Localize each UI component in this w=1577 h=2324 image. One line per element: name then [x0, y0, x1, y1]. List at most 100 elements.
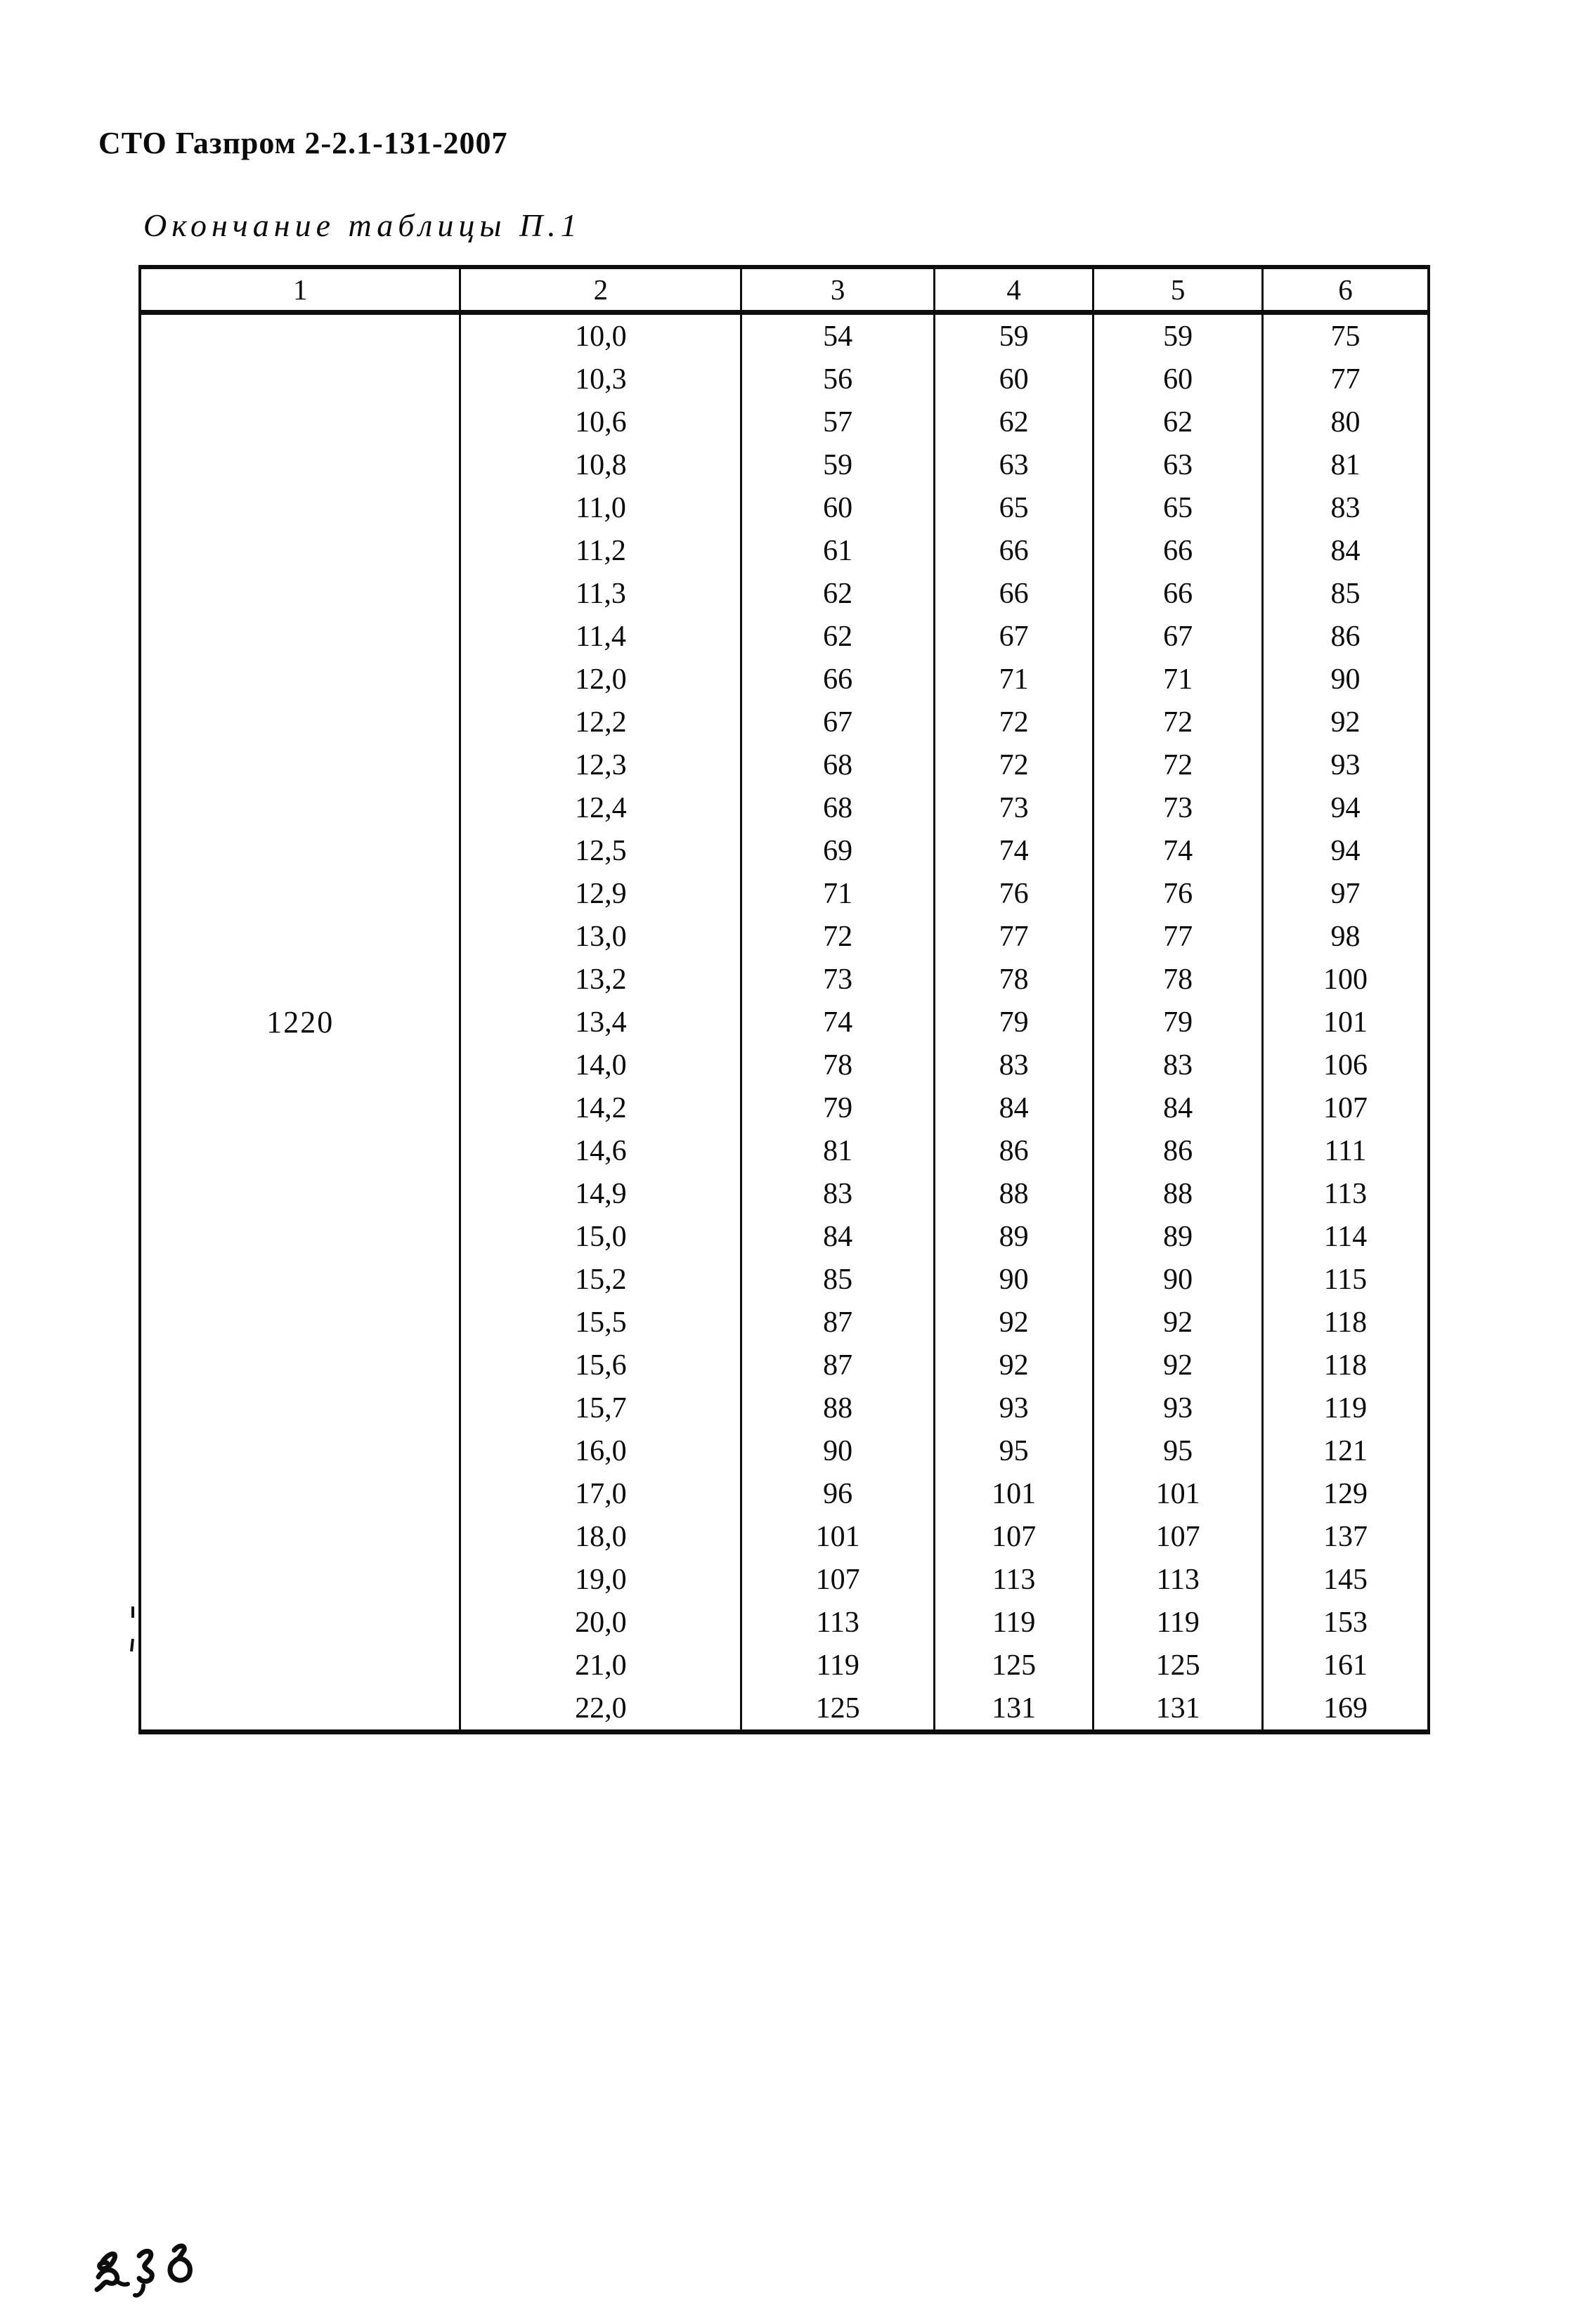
- table-row: 20,0 113 119 119 153: [140, 1601, 1430, 1644]
- table-row: 11,3 62 66 66 85: [140, 572, 1430, 615]
- table-cell: 114: [1261, 1215, 1430, 1258]
- table-cell: 98: [1261, 915, 1430, 958]
- handwritten-mark: [94, 2243, 193, 2298]
- table-row: 15,2 85 90 90 115: [140, 1258, 1430, 1301]
- table-row: 22,0 125 131 131 169: [140, 1687, 1430, 1732]
- table-body: 1220 10,0 54 59 59 75 10,3 56 60 60 77 10,6 57 62 62 80…: [138, 312, 1430, 1732]
- table-cell: 73: [1092, 786, 1264, 829]
- table-cell: 101: [1092, 1472, 1264, 1515]
- table-cell: 131: [933, 1687, 1095, 1732]
- table-cell: 71: [1092, 658, 1264, 701]
- diameter-value-cell: 1220: [138, 312, 462, 1732]
- table-cell: 83: [1261, 486, 1430, 529]
- table-row: 12,3 68 72 72 93: [140, 744, 1430, 786]
- table-cell: 78: [933, 958, 1095, 1001]
- table-cell: 95: [933, 1429, 1095, 1472]
- table-cell: 68: [740, 786, 935, 829]
- table-cell: 125: [1092, 1644, 1264, 1687]
- table-cell: 56: [740, 358, 935, 401]
- table-cell: 54: [740, 312, 935, 358]
- table-cell: 78: [740, 1044, 935, 1086]
- table-cell: 125: [933, 1644, 1095, 1687]
- table-cell: 65: [1092, 486, 1264, 529]
- table-cell: 107: [1092, 1515, 1264, 1558]
- table-cell: 92: [933, 1344, 1095, 1387]
- table-cell: 62: [933, 401, 1095, 443]
- table-cell: 16,0: [459, 1429, 743, 1472]
- table-cell: 106: [1261, 1044, 1430, 1086]
- table-cell: 84: [1092, 1086, 1264, 1129]
- table-cell: 72: [933, 701, 1095, 744]
- table-cell: 76: [1092, 872, 1264, 915]
- table-cell: 101: [740, 1515, 935, 1558]
- table-cell: 92: [1261, 701, 1430, 744]
- table-cell: 11,3: [459, 572, 743, 615]
- table-cell: 10,0: [459, 312, 743, 358]
- table-cell: 60: [933, 358, 1095, 401]
- table-row: 11,0 60 65 65 83: [140, 486, 1430, 529]
- column-header: 1: [138, 267, 462, 315]
- table-cell: 86: [1092, 1129, 1264, 1172]
- table-cell: 75: [1261, 312, 1430, 358]
- table-cell: 92: [1092, 1301, 1264, 1344]
- table-cell: 81: [1261, 443, 1430, 486]
- table-row: 12,0 66 71 71 90: [140, 658, 1430, 701]
- table-cell: 14,2: [459, 1086, 743, 1129]
- table-cell: 80: [1261, 401, 1430, 443]
- scan-speck: [130, 1638, 134, 1652]
- scan-speck: [131, 1606, 134, 1618]
- table-cell: 101: [933, 1472, 1095, 1515]
- table-cell: 61: [740, 529, 935, 572]
- table-row: 13,0 72 77 77 98: [140, 915, 1430, 958]
- table-row: 13,4 74 79 79 101: [140, 1001, 1430, 1044]
- table-cell: 15,6: [459, 1344, 743, 1387]
- table-cell: 59: [1092, 312, 1264, 358]
- table-cell: 84: [933, 1086, 1095, 1129]
- table-cell: 72: [933, 744, 1095, 786]
- table-cell: 62: [740, 615, 935, 658]
- table-row: 19,0 107 113 113 145: [140, 1558, 1430, 1601]
- table-cell: 57: [740, 401, 935, 443]
- table-cell: 15,0: [459, 1215, 743, 1258]
- table-cell: 161: [1261, 1644, 1430, 1687]
- table-cell: 66: [933, 572, 1095, 615]
- table-cell: 14,0: [459, 1044, 743, 1086]
- table-cell: 11,4: [459, 615, 743, 658]
- table-cell: 88: [1092, 1172, 1264, 1215]
- table-cell: 93: [933, 1387, 1095, 1429]
- table-cell: 69: [740, 829, 935, 872]
- table-cell: 92: [1092, 1344, 1264, 1387]
- table-cell: 101: [1261, 1001, 1430, 1044]
- table-cell: 118: [1261, 1301, 1430, 1344]
- table-cell: 137: [1261, 1515, 1430, 1558]
- table-cell: 66: [1092, 572, 1264, 615]
- table-cell: 20,0: [459, 1601, 743, 1644]
- table-row: 14,9 83 88 88 113: [140, 1172, 1430, 1215]
- table-row: 15,0 84 89 89 114: [140, 1215, 1430, 1258]
- table-cell: 66: [740, 658, 935, 701]
- table-row: 1220 10,0 54 59 59 75: [138, 312, 1430, 1732]
- table-cell: 10,8: [459, 443, 743, 486]
- table-cell: 15,2: [459, 1258, 743, 1301]
- table-cell: 63: [933, 443, 1095, 486]
- table-row: 11,4 62 67 67 86: [140, 615, 1430, 658]
- table-cell: 13,2: [459, 958, 743, 1001]
- table-cell: 67: [740, 701, 935, 744]
- column-header: 2: [459, 267, 743, 315]
- table-cell: 78: [1092, 958, 1264, 1001]
- table-cell: 125: [740, 1687, 935, 1732]
- table-cell: 59: [933, 312, 1095, 358]
- table-cell: 77: [1261, 358, 1430, 401]
- table-row: 12,4 68 73 73 94: [140, 786, 1430, 829]
- table-cell: 68: [740, 744, 935, 786]
- table-cell: 115: [1261, 1258, 1430, 1301]
- column-header: 3: [740, 267, 935, 315]
- table-cell: 17,0: [459, 1472, 743, 1515]
- table-row: 12,5 69 74 74 94: [140, 829, 1430, 872]
- table-cell: 90: [933, 1258, 1095, 1301]
- table-cell: 119: [933, 1601, 1095, 1644]
- table-cell: 94: [1261, 829, 1430, 872]
- table-cell: 79: [740, 1086, 935, 1129]
